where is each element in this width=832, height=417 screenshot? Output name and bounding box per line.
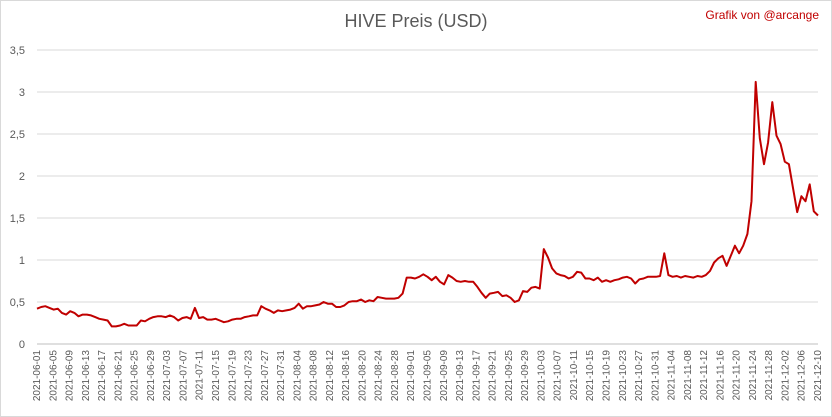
x-tick-label: 2021-10-11	[569, 350, 580, 401]
x-tick-label: 2021-06-21	[113, 350, 124, 402]
x-tick-label: 2021-06-25	[130, 350, 141, 402]
x-tick-label: 2021-12-02	[780, 350, 791, 402]
y-axis-ticks: 0 0,5 1 1,5 2 2,5 3 3,5	[10, 45, 25, 351]
x-tick-label: 2021-08-12	[325, 350, 336, 402]
y-tick-label: 2	[19, 171, 25, 183]
x-tick-label: 2021-07-31	[276, 350, 287, 402]
x-tick-label: 2021-08-08	[309, 350, 320, 402]
x-tick-label: 2021-07-07	[178, 350, 189, 402]
y-tick-label: 0	[19, 339, 25, 351]
y-tick-label: 1,5	[10, 213, 25, 225]
x-tick-label: 2021-08-24	[374, 350, 385, 402]
series-lines	[36, 80, 819, 328]
x-tick-label: 2021-11-12	[699, 350, 710, 401]
x-tick-label: 2021-08-04	[292, 350, 303, 402]
x-tick-label: 2021-10-19	[601, 350, 612, 402]
x-tick-label: 2021-09-09	[439, 350, 450, 402]
gridlines	[37, 49, 818, 345]
x-tick-label: 2021-10-31	[650, 350, 661, 402]
x-tick-label: 2021-07-11	[195, 350, 206, 401]
x-tick-label: 2021-10-07	[553, 350, 564, 402]
x-tick-label: 2021-11-20	[732, 350, 743, 401]
chart-credit: Grafik von @arcange	[705, 8, 819, 22]
y-tick-label: 3	[19, 87, 25, 99]
x-tick-label: 2021-11-08	[683, 350, 694, 401]
x-tick-label: 2021-07-23	[244, 350, 255, 402]
x-tick-label: 2021-07-19	[227, 350, 238, 402]
chart-title: HIVE Preis (USD)	[344, 11, 488, 31]
x-tick-label: 2021-11-28	[764, 350, 775, 401]
x-tick-label: 2021-09-17	[471, 350, 482, 402]
x-tick-label: 2021-09-05	[423, 350, 434, 402]
x-tick-label: 2021-06-09	[65, 350, 76, 402]
x-tick-label: 2021-09-25	[504, 350, 515, 402]
x-tick-label: 2021-08-28	[390, 350, 401, 402]
y-tick-label: 1	[19, 255, 25, 267]
y-tick-label: 3,5	[10, 45, 25, 57]
x-tick-label: 2021-06-13	[81, 350, 92, 402]
x-tick-label: 2021-06-29	[146, 350, 157, 402]
x-tick-label: 2021-06-05	[48, 350, 59, 402]
series-line	[36, 80, 819, 328]
x-tick-label: 2021-09-29	[520, 350, 531, 402]
x-tick-label: 2021-11-24	[748, 350, 759, 401]
x-tick-label: 2021-07-15	[211, 350, 222, 402]
x-tick-label: 2021-11-04	[667, 350, 678, 401]
y-tick-label: 0,5	[10, 297, 25, 309]
x-tick-label: 2021-10-03	[536, 350, 547, 402]
x-tick-label: 2021-10-15	[585, 350, 596, 402]
x-tick-label: 2021-09-01	[406, 350, 417, 402]
x-tick-label: 2021-10-23	[618, 350, 629, 402]
x-tick-label: 2021-07-03	[162, 350, 173, 402]
y-tick-label: 2,5	[10, 129, 25, 141]
x-tick-label: 2021-07-27	[260, 350, 271, 402]
x-tick-label: 2021-08-16	[341, 350, 352, 402]
x-tick-label: 2021-09-21	[488, 350, 499, 402]
x-tick-label: 2021-12-10	[813, 350, 824, 402]
x-tick-label: 2021-08-20	[357, 350, 368, 402]
x-tick-label: 2021-12-06	[797, 350, 808, 402]
x-tick-label: 2021-06-17	[97, 350, 108, 402]
x-tick-label: 2021-11-16	[715, 350, 726, 401]
x-tick-label: 2021-06-01	[32, 350, 43, 402]
x-tick-label: 2021-10-27	[634, 350, 645, 402]
x-axis-ticks: 2021-06-01 2021-06-05 2021-06-09 2021-06-13…	[32, 350, 824, 402]
x-tick-label: 2021-09-13	[455, 350, 466, 402]
